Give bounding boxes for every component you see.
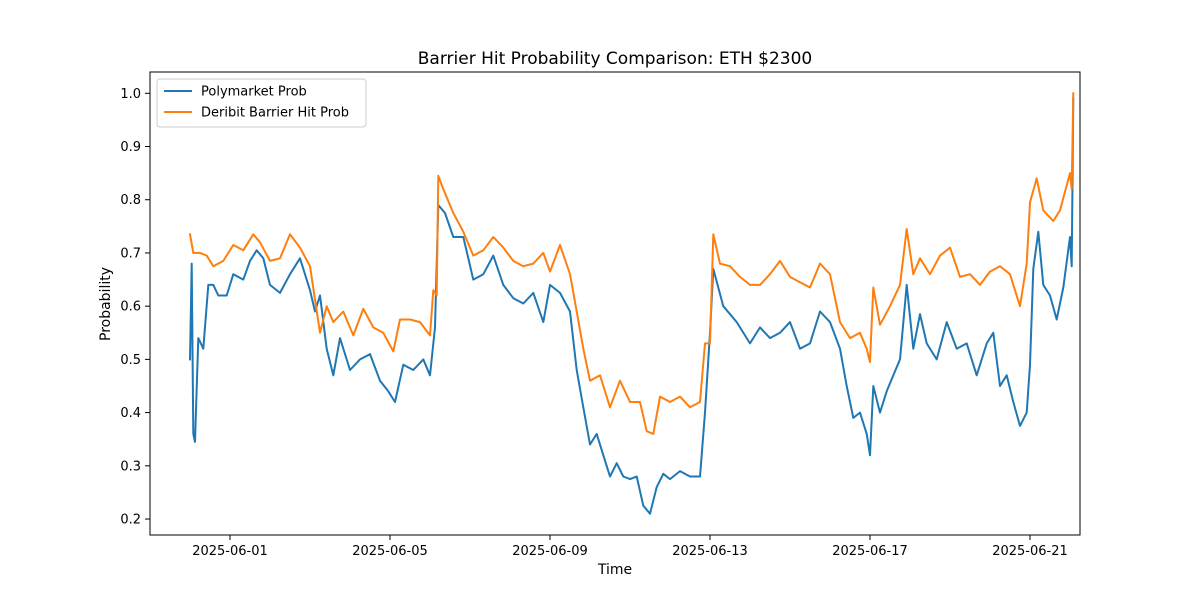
legend-box bbox=[156, 78, 367, 128]
y-tick-label: 0.7 bbox=[120, 246, 141, 261]
y-tick-label: 0.8 bbox=[120, 193, 141, 208]
x-tick-label: 2025-06-17 bbox=[832, 544, 908, 559]
series-line-deribit bbox=[188, 92, 1075, 435]
legend: Polymarket Prob Deribit Barrier Hit Prob bbox=[156, 78, 367, 128]
series-line-polymarket bbox=[188, 97, 1075, 515]
x-axis: 2025-06-01 2025-06-05 2025-06-09 2025-06-13… bbox=[192, 535, 1068, 559]
x-tick-label: 2025-06-09 bbox=[512, 544, 588, 559]
x-axis-title: Time bbox=[597, 562, 632, 578]
legend-label-polymarket: Polymarket Prob bbox=[201, 85, 307, 100]
chart-title: Barrier Hit Probability Comparison: ETH … bbox=[418, 49, 813, 69]
plot-area-frame bbox=[149, 71, 1081, 536]
y-tick-label: 0.3 bbox=[120, 459, 141, 474]
y-tick-label: 0.5 bbox=[120, 353, 141, 368]
y-tick-label: 0.6 bbox=[120, 300, 141, 315]
legend-label-deribit: Deribit Barrier Hit Prob bbox=[201, 106, 349, 121]
y-axis: 0.2 0.3 0.4 0.5 0.6 0.7 0.8 0.9 1.0 bbox=[120, 87, 150, 528]
x-tick-label: 2025-06-05 bbox=[352, 544, 428, 559]
y-tick-label: 0.2 bbox=[120, 513, 141, 528]
y-axis-title: Probability bbox=[98, 267, 114, 341]
y-tick-label: 1.0 bbox=[120, 87, 141, 102]
series-layer bbox=[188, 92, 1075, 515]
x-tick-label: 2025-06-21 bbox=[992, 544, 1068, 559]
x-tick-label: 2025-06-01 bbox=[192, 544, 268, 559]
y-tick-label: 0.4 bbox=[120, 406, 141, 421]
y-tick-label: 0.9 bbox=[120, 140, 141, 155]
x-tick-label: 2025-06-13 bbox=[672, 544, 748, 559]
